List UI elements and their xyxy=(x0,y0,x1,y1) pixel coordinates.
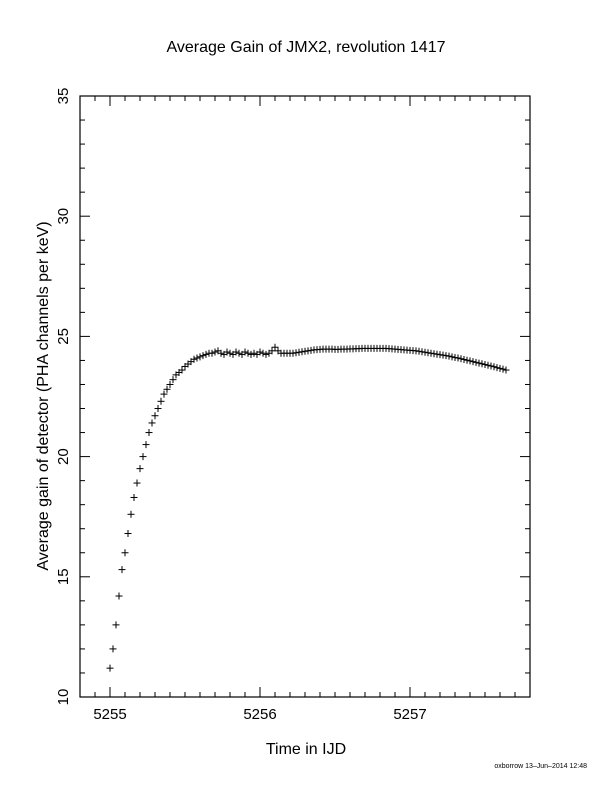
data-point xyxy=(499,365,507,373)
x-axis-label: Time in IJD xyxy=(266,741,346,758)
y-tick-label: 10 xyxy=(55,689,72,706)
data-point xyxy=(106,664,114,672)
data-point xyxy=(163,385,171,393)
y-tick-label: 15 xyxy=(55,568,72,585)
data-point xyxy=(109,645,117,653)
data-point xyxy=(250,349,258,357)
data-point xyxy=(454,354,462,362)
data-point xyxy=(457,355,465,363)
data-point xyxy=(247,350,255,358)
data-point xyxy=(241,348,249,356)
data-point xyxy=(262,350,270,358)
data-point xyxy=(490,363,498,371)
data-point xyxy=(196,353,204,361)
data-point xyxy=(151,412,159,420)
data-point xyxy=(484,361,492,369)
data-point xyxy=(199,352,207,360)
data-series xyxy=(106,343,510,672)
data-point xyxy=(115,592,123,600)
data-point xyxy=(502,366,510,374)
data-point xyxy=(487,362,495,370)
x-tick-label: 5255 xyxy=(93,706,126,723)
data-point xyxy=(133,479,141,487)
data-point xyxy=(148,419,156,427)
data-point xyxy=(130,493,138,501)
x-axis: 5255 5256 5257 xyxy=(79,96,531,723)
data-point xyxy=(166,380,174,388)
footer-credit: oxborrow 13–Jun–2014 12:48 xyxy=(494,763,587,770)
y-axis-label: Average gain of detector (PHA channels p… xyxy=(35,221,52,570)
data-point xyxy=(460,355,468,363)
data-point xyxy=(193,354,201,362)
data-point xyxy=(190,355,198,363)
plot-area xyxy=(79,95,531,698)
data-point xyxy=(118,566,126,574)
data-point xyxy=(235,349,243,357)
y-tick-label: 25 xyxy=(55,328,72,345)
data-point xyxy=(142,441,150,449)
data-point xyxy=(445,352,453,360)
data-point xyxy=(463,356,471,364)
data-point xyxy=(475,359,483,367)
data-point xyxy=(448,353,456,361)
data-point xyxy=(160,390,168,398)
data-point xyxy=(136,465,144,473)
data-point xyxy=(157,397,165,405)
x-tick-label: 5257 xyxy=(393,706,426,723)
y-axis: 10 15 20 25 30 35 xyxy=(55,88,530,706)
data-point xyxy=(259,349,267,357)
data-point xyxy=(226,349,234,357)
y-tick-label: 20 xyxy=(55,448,72,465)
data-point xyxy=(124,530,132,538)
data-point xyxy=(493,364,501,372)
data-point xyxy=(232,348,240,356)
data-point xyxy=(145,429,153,437)
data-point xyxy=(127,510,135,518)
data-point xyxy=(217,349,225,357)
data-point xyxy=(112,621,120,629)
data-point xyxy=(178,366,186,374)
chart-title: Average Gain of JMX2, revolution 1417 xyxy=(167,39,446,56)
data-point xyxy=(472,358,480,366)
data-point xyxy=(208,349,216,357)
data-point xyxy=(478,360,486,368)
data-point xyxy=(154,405,162,413)
data-point xyxy=(139,453,147,461)
data-point xyxy=(466,357,474,365)
data-point xyxy=(223,348,231,356)
data-point xyxy=(169,376,177,384)
data-point xyxy=(469,358,477,366)
data-point xyxy=(121,549,129,557)
data-point xyxy=(496,364,504,372)
data-point xyxy=(211,348,219,356)
y-tick-label: 35 xyxy=(55,88,72,105)
x-tick-label: 5256 xyxy=(243,706,276,723)
data-point xyxy=(268,347,276,355)
data-point xyxy=(481,361,489,369)
data-point xyxy=(244,349,252,357)
data-point xyxy=(256,348,264,356)
y-tick-label: 30 xyxy=(55,208,72,225)
data-point xyxy=(202,350,210,358)
data-point xyxy=(271,343,279,351)
